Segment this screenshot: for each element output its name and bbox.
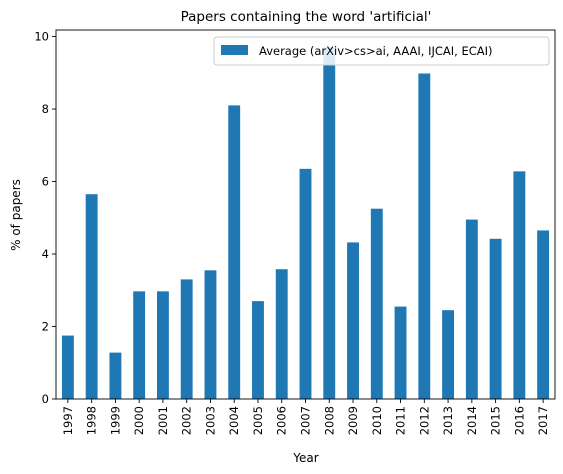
bar-2011 <box>394 306 407 399</box>
bar-2013 <box>442 310 455 399</box>
plot-frame <box>55 29 556 400</box>
x-tick-label-2016: 2016 <box>512 406 526 435</box>
bar-2009 <box>347 242 359 399</box>
x-tick-label-1998: 1998 <box>85 406 99 435</box>
x-tick-label-2013: 2013 <box>441 406 455 435</box>
chart-title: Papers containing the word 'artificial' <box>181 9 432 25</box>
y-tick-label-6: 6 <box>42 175 49 189</box>
bar-1997 <box>61 335 74 399</box>
x-tick-label-1997: 1997 <box>61 406 75 435</box>
bar-2016 <box>513 171 526 399</box>
y-tick-label-0: 0 <box>42 392 49 406</box>
bar-1999 <box>109 352 122 399</box>
bar-2010 <box>370 208 383 399</box>
y-tick-label-10: 10 <box>34 30 49 44</box>
bar-1998 <box>85 194 98 399</box>
bar-2012 <box>418 73 431 399</box>
x-tick-label-2000: 2000 <box>132 406 146 435</box>
bar-2017 <box>537 230 550 399</box>
x-tick-label-2003: 2003 <box>203 406 217 435</box>
legend-label: Average (arXiv>cs>ai, AAAI, IJCAI, ECAI) <box>259 44 493 58</box>
legend: Average (arXiv>cs>ai, AAAI, IJCAI, ECAI) <box>213 36 550 66</box>
x-tick-label-2004: 2004 <box>227 406 241 435</box>
x-tick-label-2015: 2015 <box>489 406 503 435</box>
x-tick-label-2001: 2001 <box>156 406 170 435</box>
x-tick-label-2008: 2008 <box>322 406 336 435</box>
x-tick-label-2017: 2017 <box>536 406 550 435</box>
y-tick-label-8: 8 <box>42 102 49 116</box>
legend-box <box>213 36 550 66</box>
bar-2001 <box>156 291 169 399</box>
x-tick-label-2007: 2007 <box>299 406 313 435</box>
x-tick-label-1999: 1999 <box>108 406 122 435</box>
bar-2007 <box>299 168 312 399</box>
legend-swatch <box>221 45 248 55</box>
bar-2005 <box>252 301 264 399</box>
bar-2008 <box>323 47 336 399</box>
bar-2000 <box>133 291 146 399</box>
bar-2014 <box>465 219 478 399</box>
x-tick-label-2012: 2012 <box>417 406 431 435</box>
x-axis-label: Year <box>292 451 318 465</box>
bar-2002 <box>180 279 193 399</box>
x-tick-label-2010: 2010 <box>370 406 384 435</box>
x-tick-label-2011: 2011 <box>394 406 408 435</box>
bars-group <box>61 47 550 399</box>
bar-2004 <box>228 105 241 399</box>
x-tick-label-2006: 2006 <box>275 406 289 435</box>
y-tick-label-4: 4 <box>42 247 49 261</box>
x-tick-label-2005: 2005 <box>251 406 265 435</box>
bar-2015 <box>489 238 502 399</box>
x-axis: 1997 1998 1999 2000 2001 2002 2003 2004 2005 2006… <box>61 399 550 435</box>
y-axis: 0 2 4 6 8 10 <box>34 30 56 406</box>
x-tick-label-2002: 2002 <box>180 406 194 435</box>
x-tick-label-2009: 2009 <box>346 406 360 435</box>
bar-2003 <box>204 270 217 399</box>
y-axis-label: % of papers <box>9 179 23 251</box>
bar-2006 <box>275 269 288 399</box>
y-tick-label-2: 2 <box>42 320 49 334</box>
x-tick-label-2014: 2014 <box>465 406 479 435</box>
